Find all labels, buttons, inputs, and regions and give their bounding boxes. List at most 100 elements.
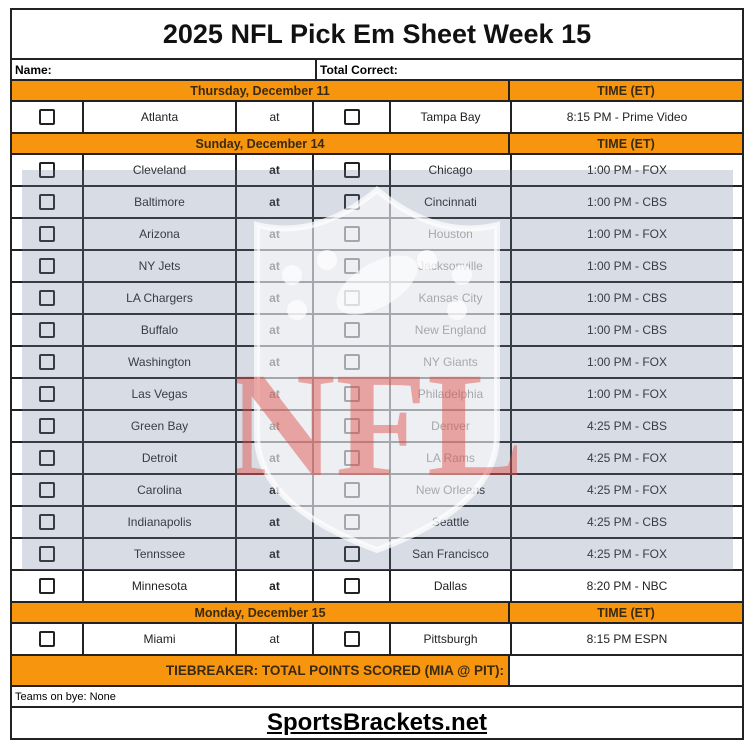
- home-checkbox[interactable]: [343, 386, 360, 402]
- away-checkbox[interactable]: [39, 322, 55, 338]
- away-pick-cell[interactable]: [12, 571, 84, 601]
- away-checkbox[interactable]: [39, 226, 55, 242]
- away-checkbox[interactable]: [39, 578, 55, 594]
- away-checkbox[interactable]: [39, 546, 55, 562]
- home-team: Houston: [391, 219, 512, 249]
- away-team: Carolina: [84, 475, 237, 505]
- tiebreaker-label: TIEBREAKER: TOTAL POINTS SCORED (MIA @ P…: [12, 656, 510, 685]
- away-pick-cell[interactable]: [12, 507, 84, 537]
- home-team: New England: [391, 315, 512, 345]
- home-pick-cell[interactable]: [314, 475, 391, 505]
- home-pick-cell[interactable]: [314, 539, 391, 569]
- home-pick-cell[interactable]: [314, 624, 391, 654]
- home-checkbox[interactable]: [343, 514, 360, 530]
- home-pick-cell[interactable]: [314, 347, 391, 377]
- home-checkbox[interactable]: [343, 226, 360, 242]
- home-checkbox[interactable]: [343, 418, 360, 434]
- home-checkbox[interactable]: [343, 290, 360, 306]
- away-pick-cell[interactable]: [12, 315, 84, 345]
- away-checkbox[interactable]: [39, 631, 55, 647]
- away-pick-cell[interactable]: [12, 379, 84, 409]
- time-header: TIME (ET): [597, 605, 655, 620]
- away-pick-cell[interactable]: [12, 155, 84, 185]
- home-checkbox[interactable]: [343, 546, 360, 562]
- home-pick-cell[interactable]: [314, 411, 391, 441]
- away-checkbox[interactable]: [39, 386, 55, 402]
- away-team: Green Bay: [84, 411, 237, 441]
- away-checkbox[interactable]: [39, 194, 55, 210]
- name-field[interactable]: Name:: [12, 60, 317, 79]
- home-checkbox[interactable]: [343, 450, 360, 466]
- home-team: LA Rams: [391, 443, 512, 473]
- home-team: NY Giants: [391, 347, 512, 377]
- home-team: Denver: [391, 411, 512, 441]
- home-pick-cell[interactable]: [314, 155, 391, 185]
- home-checkbox[interactable]: [343, 354, 360, 370]
- away-pick-cell[interactable]: [12, 347, 84, 377]
- game-row: Indianapolis at Seattle 4:25 PM - CBS: [12, 507, 742, 539]
- away-pick-cell[interactable]: [12, 187, 84, 217]
- away-checkbox[interactable]: [39, 290, 55, 306]
- home-pick-cell[interactable]: [314, 571, 391, 601]
- total-correct-field[interactable]: Total Correct:: [317, 60, 742, 79]
- home-pick-cell[interactable]: [314, 443, 391, 473]
- at-label: at: [237, 475, 314, 505]
- home-pick-cell[interactable]: [314, 102, 391, 132]
- game-time: 1:00 PM - FOX: [586, 163, 668, 177]
- away-checkbox[interactable]: [39, 354, 55, 370]
- away-checkbox[interactable]: [39, 258, 55, 274]
- game-time: 4:25 PM - FOX: [586, 547, 668, 561]
- away-checkbox[interactable]: [39, 109, 55, 125]
- game-time: 4:25 PM - FOX: [586, 451, 668, 465]
- game-row: Carolina at New Orleans 4:25 PM - FOX: [12, 475, 742, 507]
- home-checkbox[interactable]: [343, 194, 360, 210]
- home-team: Jacksonville: [391, 251, 512, 281]
- home-checkbox[interactable]: [343, 482, 360, 498]
- home-checkbox[interactable]: [343, 258, 360, 274]
- home-pick-cell[interactable]: [314, 251, 391, 281]
- game-time: 8:15 PM - Prime Video: [566, 110, 688, 124]
- away-checkbox[interactable]: [39, 450, 55, 466]
- home-pick-cell[interactable]: [314, 283, 391, 313]
- home-checkbox[interactable]: [343, 322, 360, 338]
- away-pick-cell[interactable]: [12, 443, 84, 473]
- home-checkbox[interactable]: [343, 109, 360, 125]
- home-checkbox[interactable]: [343, 578, 360, 594]
- at-label: at: [237, 443, 314, 473]
- away-team: Washington: [84, 347, 237, 377]
- home-pick-cell[interactable]: [314, 507, 391, 537]
- home-pick-cell[interactable]: [314, 379, 391, 409]
- at-label: at: [237, 539, 314, 569]
- away-pick-cell[interactable]: [12, 475, 84, 505]
- game-time: 1:00 PM - CBS: [586, 291, 668, 305]
- at-label: at: [237, 315, 314, 345]
- game-time: 4:25 PM - CBS: [586, 515, 668, 529]
- at-label: at: [237, 251, 314, 281]
- at-label: at: [237, 155, 314, 185]
- away-pick-cell[interactable]: [12, 102, 84, 132]
- away-pick-cell[interactable]: [12, 251, 84, 281]
- away-checkbox[interactable]: [39, 418, 55, 434]
- home-pick-cell[interactable]: [314, 315, 391, 345]
- game-row: LA Chargers at Kansas City 1:00 PM - CBS: [12, 283, 742, 315]
- home-pick-cell[interactable]: [314, 219, 391, 249]
- away-pick-cell[interactable]: [12, 539, 84, 569]
- home-checkbox[interactable]: [343, 631, 360, 647]
- away-checkbox[interactable]: [39, 514, 55, 530]
- day-header: Thursday, December 11 TIME (ET): [12, 81, 742, 102]
- home-team: Philadelphia: [391, 379, 512, 409]
- tiebreaker-input[interactable]: [510, 656, 742, 685]
- away-team: Las Vegas: [84, 379, 237, 409]
- away-pick-cell[interactable]: [12, 411, 84, 441]
- footer-site-name[interactable]: SportsBrackets.net: [266, 709, 488, 736]
- away-checkbox[interactable]: [39, 482, 55, 498]
- home-pick-cell[interactable]: [314, 187, 391, 217]
- game-row: Green Bay at Denver 4:25 PM - CBS: [12, 411, 742, 443]
- home-checkbox[interactable]: [343, 162, 360, 178]
- away-pick-cell[interactable]: [12, 283, 84, 313]
- away-pick-cell[interactable]: [12, 624, 84, 654]
- at-label: at: [237, 507, 314, 537]
- away-pick-cell[interactable]: [12, 219, 84, 249]
- game-row: Buffalo at New England 1:00 PM - CBS: [12, 315, 742, 347]
- away-checkbox[interactable]: [39, 162, 55, 178]
